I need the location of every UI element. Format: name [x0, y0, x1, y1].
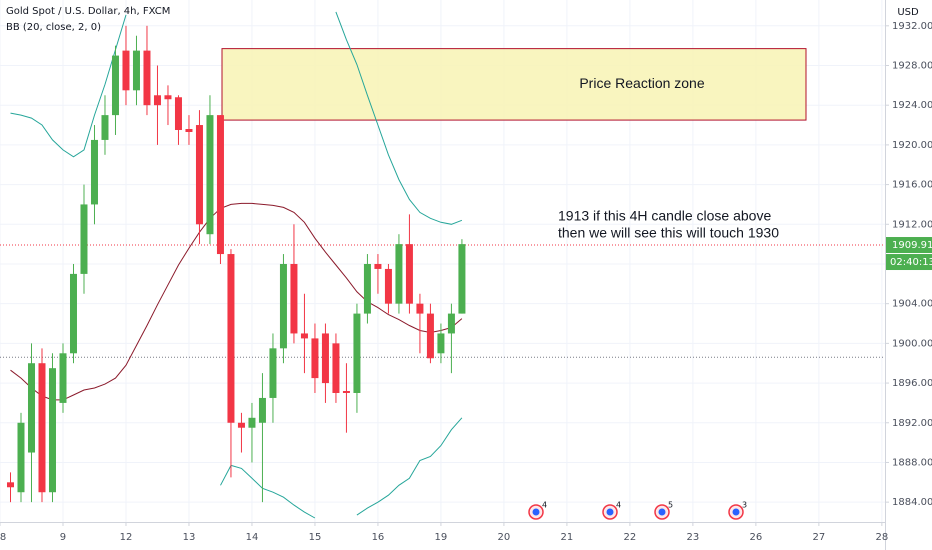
candle-body: [426, 313, 434, 359]
candle-body: [269, 348, 277, 398]
candle-body: [185, 129, 193, 132]
chart-title: Gold Spot / U.S. Dollar, 4h, FXCM: [6, 6, 170, 17]
candle-body: [122, 50, 130, 91]
candle-body: [90, 139, 98, 205]
event-count: 4: [616, 501, 621, 510]
plot: Price Reaction zone 1913 if this 4H candl…: [0, 11, 885, 520]
candle-body: [300, 333, 308, 339]
x-tick-label: 20: [498, 532, 511, 543]
x-tick-label: 19: [435, 532, 448, 543]
x-tick-label: 14: [246, 532, 259, 543]
event-icon-inner: [658, 508, 666, 516]
candle-body: [6, 482, 14, 488]
candle-body: [416, 303, 424, 314]
candle-body: [132, 50, 140, 91]
candle-body: [384, 268, 392, 304]
x-tick-label: 13: [183, 532, 196, 543]
candle-body: [332, 343, 340, 393]
y-tick-label: 1904.00: [892, 299, 932, 310]
candle-body: [395, 244, 403, 304]
indicator-label: BB (20, close, 2, 0): [6, 22, 101, 33]
candle-body: [216, 115, 224, 255]
x-tick-label: 16: [372, 532, 385, 543]
candle-body: [111, 55, 119, 116]
candle-body: [80, 204, 88, 274]
y-tick-label: 1912.00: [892, 219, 932, 230]
candle-body: [164, 95, 172, 100]
candle-body: [321, 333, 329, 384]
x-tick-label: 9: [60, 532, 66, 543]
y-tick-label: 1896.00: [892, 378, 932, 389]
x-tick-label: 22: [624, 532, 637, 543]
candle-body: [59, 353, 67, 403]
y-tick-label: 1924.00: [892, 100, 932, 111]
band-line: [10, 11, 463, 225]
event-icon-inner: [532, 508, 540, 516]
candle-body: [237, 422, 245, 428]
annotation: then we will see this will touch 1930: [558, 225, 779, 241]
y-tick-label: 1920.00: [892, 140, 932, 151]
x-tick-label: 8: [0, 532, 6, 543]
countdown-label: 02:40:13: [890, 257, 932, 268]
band-line: [10, 202, 463, 401]
last-price-label: 1909.91: [892, 240, 932, 251]
x-tick-label: 15: [309, 532, 322, 543]
event-count: 5: [668, 501, 673, 510]
candle-body: [143, 50, 151, 106]
last-price-badge: [886, 237, 932, 254]
candle-body: [206, 115, 214, 235]
axes: 1884.00 1888.00 1892.00 1896.00 1900.00 1904.…: [0, 21, 932, 543]
band-line: [220, 417, 463, 519]
candle-body: [405, 244, 413, 304]
candle-body: [69, 273, 77, 354]
candle-body: [27, 363, 35, 453]
candle-body: [342, 391, 350, 393]
candle-body: [195, 125, 203, 225]
y-tick-label: 1932.00: [892, 21, 932, 32]
candle-body: [153, 95, 161, 106]
y-tick-label: 1892.00: [892, 418, 932, 429]
candle-body: [38, 363, 46, 493]
y-tick-label: 1884.00: [892, 497, 932, 508]
candle-body: [279, 263, 287, 349]
x-tick-label: 28: [875, 532, 888, 543]
x-tick-label: 23: [687, 532, 700, 543]
candle-body: [447, 313, 455, 334]
event-icon-inner: [606, 508, 614, 516]
candle-body: [458, 244, 466, 314]
y-tick-label: 1928.00: [892, 60, 932, 71]
candle-body: [48, 368, 56, 493]
candle-body: [101, 115, 109, 140]
y-tick-label: 1900.00: [892, 338, 932, 349]
event-count: 3: [742, 501, 747, 510]
zone-label: Price Reaction zone: [579, 75, 705, 91]
candle-body: [17, 422, 25, 493]
x-tick-label: 12: [120, 532, 133, 543]
countdown-badge: [886, 254, 932, 271]
candle-body: [258, 397, 266, 423]
candle-body: [227, 254, 235, 423]
y-tick-label: 1916.00: [892, 180, 932, 191]
candle-body: [353, 313, 361, 393]
candle-body: [248, 417, 256, 428]
candle-body: [311, 338, 319, 379]
currency: USD: [897, 7, 919, 18]
candle-body: [363, 263, 371, 314]
reaction-zone: [221, 48, 807, 121]
candle-body: [174, 97, 182, 131]
x-tick-label: 27: [812, 532, 825, 543]
candle-body: [374, 263, 382, 269]
y-tick-label: 1888.00: [892, 457, 932, 468]
annotation: 1913 if this 4H candle close above: [558, 208, 771, 224]
candle-body: [290, 263, 298, 334]
candle-body: [437, 333, 445, 354]
event-icon-inner: [732, 508, 740, 516]
x-tick-label: 21: [561, 532, 574, 543]
event-count: 4: [542, 501, 547, 510]
x-tick-label: 26: [750, 532, 763, 543]
